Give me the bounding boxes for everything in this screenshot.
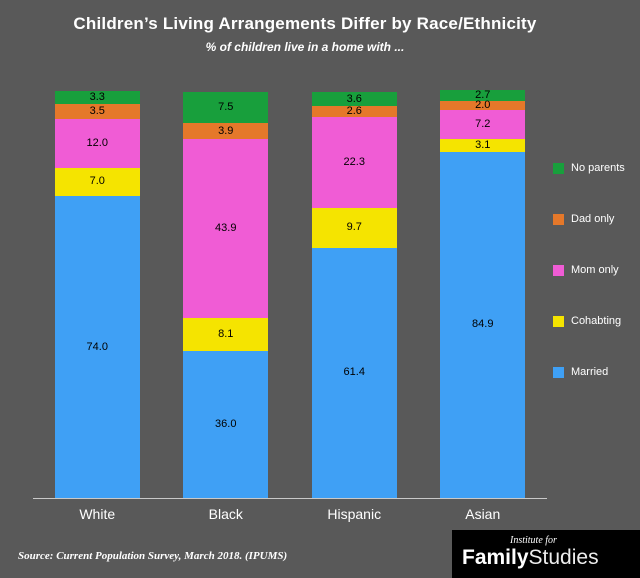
bar-column-black: 36.0 8.1 43.9 3.9 7.5 (162, 90, 291, 498)
bar-segment-mom-only: 43.9 (183, 138, 269, 319)
legend-item-cohabting: Cohabting (553, 315, 625, 327)
segment-value-label: 22.3 (343, 155, 365, 168)
bar-segment-mom-only: 7.2 (440, 109, 526, 139)
segment-value-label: 61.4 (343, 366, 365, 379)
legend: No parents Dad only Mom only Cohabting Marri… (553, 162, 625, 378)
legend-item-married: Married (553, 366, 625, 378)
legend-label: Married (571, 366, 609, 378)
segment-value-label: 2.7 (475, 89, 491, 102)
legend-swatch-icon (553, 366, 564, 378)
legend-label: Cohabting (571, 315, 622, 327)
segment-value-label: 7.2 (475, 117, 491, 130)
plot-area: 74.0 7.0 12.0 3.5 3.3 36.0 8.1 43.9 3.9 7.5 61.4 9.… (33, 90, 547, 499)
bar-segment-dad-only: 3.5 (54, 104, 140, 119)
segment-value-label: 7.0 (89, 175, 105, 188)
stacked-bar-black: 36.0 8.1 43.9 3.9 7.5 (183, 92, 269, 498)
ifs-logo: Institute for FamilyStudies (452, 530, 640, 578)
bar-segment-no-parents: 3.3 (54, 90, 140, 105)
segment-value-label: 2.6 (346, 105, 362, 118)
legend-swatch-icon (553, 315, 564, 327)
bar-column-white: 74.0 7.0 12.0 3.5 3.3 (33, 90, 162, 498)
stacked-bar-white: 74.0 7.0 12.0 3.5 3.3 (54, 90, 140, 498)
segment-value-label: 43.9 (215, 222, 237, 235)
bar-segment-dad-only: 3.9 (183, 123, 269, 139)
bar-segment-cohabting: 7.0 (54, 167, 140, 197)
bar-segment-no-parents: 2.7 (440, 89, 526, 102)
bar-segment-dad-only: 2.0 (440, 99, 526, 112)
bar-segment-cohabting: 9.7 (311, 207, 397, 248)
segment-value-label: 3.6 (346, 92, 362, 105)
segment-value-label: 2.0 (475, 99, 491, 112)
bar-segment-married: 36.0 (183, 351, 269, 498)
segment-value-label: 8.1 (218, 328, 234, 341)
category-label-hispanic: Hispanic (327, 506, 382, 522)
logo-institute-for-text: Institute for (510, 535, 557, 546)
bar-segment-dad-only: 2.6 (311, 105, 397, 118)
bar-segment-married: 84.9 (440, 151, 526, 498)
legend-item-dad-only: Dad only (553, 213, 625, 225)
legend-swatch-icon (553, 264, 564, 276)
legend-label: No parents (571, 162, 625, 174)
bar-segment-no-parents: 7.5 (183, 92, 269, 124)
segment-value-label: 3.1 (475, 138, 491, 151)
category-label-white: White (79, 506, 116, 522)
legend-swatch-icon (553, 213, 564, 225)
logo-family-word: Family (462, 546, 529, 569)
logo-family-studies-text: FamilyStudies (462, 547, 640, 568)
bar-segment-mom-only: 12.0 (54, 118, 140, 168)
bar-segment-cohabting: 8.1 (183, 318, 269, 352)
bar-column-hispanic: 61.4 9.7 22.3 2.6 3.6 (290, 90, 419, 498)
bar-segment-cohabting: 3.1 (440, 138, 526, 152)
segment-value-label: 3.9 (218, 124, 234, 137)
chart-header: Children’s Living Arrangements Differ by… (0, 14, 610, 54)
segment-value-label: 84.9 (472, 318, 494, 331)
legend-label: Dad only (571, 213, 615, 225)
bar-segment-mom-only: 22.3 (311, 116, 397, 208)
source-note: Source: Current Population Survey, March… (18, 550, 288, 562)
bar-segment-no-parents: 3.6 (311, 91, 397, 107)
segment-value-label: 74.0 (86, 340, 108, 353)
legend-swatch-icon (553, 162, 564, 174)
legend-item-mom-only: Mom only (553, 264, 625, 276)
segment-value-label: 36.0 (215, 418, 237, 431)
stacked-bar-hispanic: 61.4 9.7 22.3 2.6 3.6 (311, 91, 397, 498)
segment-value-label: 3.3 (89, 91, 105, 104)
legend-label: Mom only (571, 264, 619, 276)
segment-value-label: 7.5 (218, 101, 234, 114)
bar-segment-married: 61.4 (311, 247, 397, 498)
bar-column-asian: 84.9 3.1 7.2 2.0 2.7 (419, 90, 548, 498)
segment-value-label: 9.7 (346, 221, 362, 234)
category-axis: White Black Hispanic Asian (33, 506, 547, 522)
segment-value-label: 3.5 (89, 104, 105, 117)
logo-studies-word: Studies (528, 546, 599, 569)
bar-segment-married: 74.0 (54, 196, 140, 498)
segment-value-label: 12.0 (86, 136, 108, 149)
category-label-asian: Asian (465, 506, 501, 522)
stacked-bar-asian: 84.9 3.1 7.2 2.0 2.7 (440, 89, 526, 498)
category-label-black: Black (208, 506, 243, 522)
legend-item-no-parents: No parents (553, 162, 625, 174)
chart-title: Children’s Living Arrangements Differ by… (73, 14, 537, 33)
chart-subtitle: % of children live in a home with ... (205, 40, 405, 54)
